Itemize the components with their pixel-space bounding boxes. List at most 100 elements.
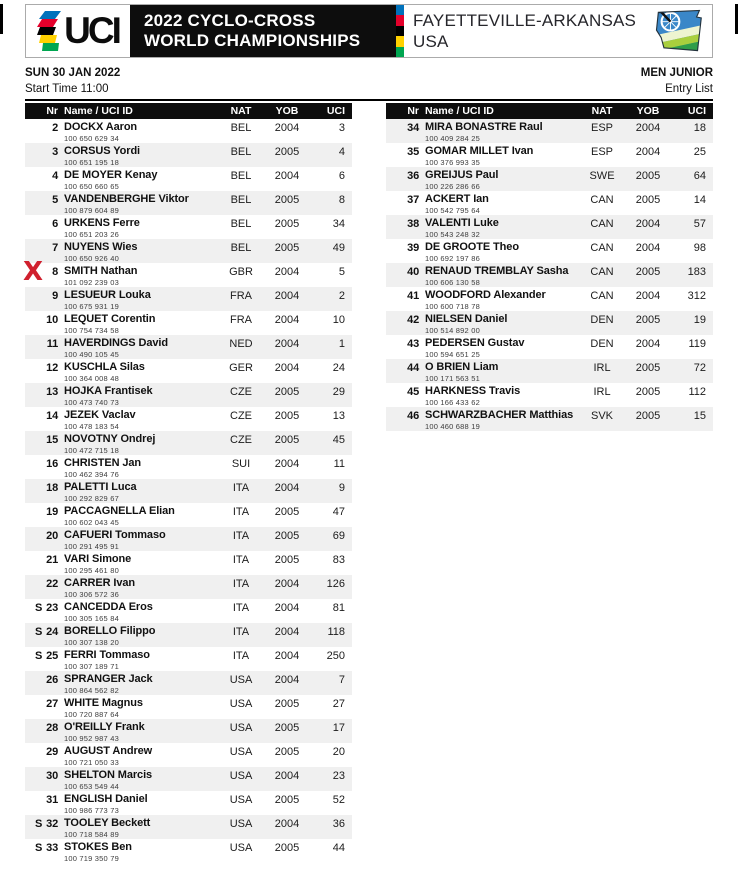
rider-number: 46 [407, 410, 419, 422]
divider-rule [25, 99, 713, 101]
rider-uci-id: 100 594 651 25 [425, 350, 480, 359]
table-row: S 25 FERRI Tommaso 100 307 189 71 ITA 200… [25, 647, 352, 672]
rider-name-cell: LESUEUR Louka 100 675 931 19 [58, 287, 218, 312]
rider-year-of-birth: 2004 [635, 242, 661, 254]
rider-name-cell: O BRIEN Liam 100 171 563 51 [419, 359, 579, 384]
rider-name-cell: PALETTI Luca 100 292 829 67 [58, 479, 218, 504]
rider-number: 4 [52, 170, 58, 182]
rider-uci-rank: 312 [687, 290, 706, 302]
table-row: 5 VANDENBERGHE Viktor 100 879 604 89 BEL… [25, 191, 352, 215]
rider-name-cell: STOKES Ben 100 719 350 79 [58, 839, 218, 864]
rider-uci-id: 100 650 660 65 [64, 182, 119, 191]
rider-uci-rank: 183 [687, 266, 706, 278]
rider-uci-id: 100 490 105 45 [64, 350, 119, 359]
rider-number-cell: 31 [25, 791, 58, 815]
rider-year-of-birth: 2004 [274, 458, 300, 470]
rider-name: LESUEUR Louka [64, 289, 151, 301]
strip-green [396, 46, 404, 58]
rider-number-cell: S 24 [25, 623, 58, 647]
rider-name-cell: MIRA BONASTRE Raul 100 409 284 25 [419, 119, 579, 144]
rider-name-cell: DE MOYER Kenay 100 650 660 65 [58, 167, 218, 192]
rider-number: 11 [46, 338, 58, 350]
rider-number-cell: 38 [386, 215, 419, 239]
table-row: S 32 TOOLEY Beckett 100 718 584 89 USA 20… [25, 815, 352, 839]
rider-nationality: USA [229, 746, 253, 758]
rider-uci-rank: 25 [693, 146, 706, 158]
table-header-right: Nr Name / UCI ID NAT YOB UCI [386, 103, 713, 119]
strip-blue [396, 5, 404, 16]
rider-number-cell: 10 [25, 311, 58, 335]
table-row: 26 SPRANGER Jack 100 864 562 82 USA 2004… [25, 671, 352, 695]
rider-name-cell: WOODFORD Alexander 100 600 718 78 [419, 287, 579, 312]
rider-name: O BRIEN Liam [425, 361, 499, 373]
table-row: 34 MIRA BONASTRE Raul 100 409 284 25 ESP… [386, 119, 713, 143]
rider-nationality: ITA [232, 578, 250, 590]
rider-name-cell: GOMAR MILLET Ivan 100 376 993 35 [419, 143, 579, 168]
rider-uci-rank: 44 [332, 842, 345, 854]
rider-name: VALENTI Luke [425, 217, 499, 229]
rider-name-cell: HOJKA Frantisek 100 473 740 73 [58, 383, 218, 408]
rider-number: 35 [407, 146, 419, 158]
rider-uci-rank: 4 [338, 146, 345, 158]
rider-nationality: USA [229, 794, 253, 806]
rider-number: 34 [407, 122, 419, 134]
table-body-left: 2 DOCKX Aaron 100 650 629 34 BEL 2004 3 … [23, 119, 352, 864]
rider-number-cell: 42 [386, 311, 419, 335]
rider-nationality: FRA [230, 290, 252, 302]
rider-name: VANDENBERGHE Viktor [64, 193, 189, 205]
rider-year-of-birth: 2005 [274, 218, 300, 230]
rider-year-of-birth: 2004 [635, 290, 661, 302]
rider-number: 15 [46, 434, 58, 446]
rider-name-cell: NOVOTNY Ondrej 100 472 715 18 [58, 431, 218, 456]
rider-number: 43 [407, 338, 419, 350]
col-header-nr: Nr [46, 105, 58, 117]
rider-year-of-birth: 2005 [274, 530, 300, 542]
rider-nationality: ITA [232, 482, 250, 494]
table-row: 2 DOCKX Aaron 100 650 629 34 BEL 2004 3 [25, 119, 352, 144]
rider-uci-id: 100 166 433 62 [425, 398, 480, 407]
rider-year-of-birth: 2004 [274, 770, 300, 782]
rider-nationality: BEL [230, 122, 252, 134]
table-row: 38 VALENTI Luke 100 543 248 32 CAN 2004 … [386, 215, 713, 239]
rider-number-cell: 37 [386, 191, 419, 215]
rider-number-cell: 5 [25, 191, 58, 215]
rider-number-cell: 8 [25, 263, 58, 287]
rider-number-cell: 44 [386, 359, 419, 383]
rider-year-of-birth: 2005 [274, 842, 300, 854]
rider-name-cell: O'REILLY Frank 100 952 987 43 [58, 719, 218, 744]
rider-name-cell: CHRISTEN Jan 100 462 394 76 [58, 455, 218, 480]
rider-number-cell: 40 [386, 263, 419, 287]
rider-number-cell: 6 [25, 215, 58, 239]
rider-year-of-birth: 2005 [635, 314, 661, 326]
rider-name: CHRISTEN Jan [64, 457, 142, 469]
rider-year-of-birth: 2005 [274, 386, 300, 398]
rider-uci-rank: 119 [688, 338, 706, 350]
table-row: 11 HAVERDINGS David 100 490 105 45 NED 2… [25, 335, 352, 359]
rider-year-of-birth: 2004 [274, 362, 300, 374]
rider-number: 2 [52, 122, 58, 134]
table-row: 21 VARI Simone 100 295 461 80 ITA 2005 8… [25, 551, 352, 576]
rider-name: PEDERSEN Gustav [425, 337, 525, 349]
rider-uci-rank: 98 [693, 242, 706, 254]
rider-name-cell: CORSUS Yordi 100 651 195 18 [58, 143, 218, 168]
rider-name: DE GROOTE Theo [425, 241, 519, 253]
rider-series-prefix: S [35, 602, 43, 614]
rider-name-cell: ENGLISH Daniel 100 986 773 73 [58, 791, 218, 816]
rider-name-cell: SCHWARZBACHER Matthias 100 460 688 19 [419, 407, 579, 432]
table-row: 29 AUGUST Andrew 100 721 050 33 USA 2005… [25, 743, 352, 768]
rider-name-cell: CARRER Ivan 100 306 572 36 [58, 575, 218, 600]
rider-year-of-birth: 2005 [274, 554, 300, 566]
rider-name: URKENS Ferre [64, 217, 140, 229]
col-header-uci: UCI [687, 105, 706, 117]
rider-uci-id: 100 602 043 45 [64, 518, 119, 527]
rider-number-cell: 30 [25, 767, 58, 791]
rider-uci-id: 100 305 165 84 [64, 614, 119, 623]
rider-uci-rank: 8 [338, 194, 345, 206]
rider-number: 5 [52, 194, 58, 206]
table-row: 16 CHRISTEN Jan 100 462 394 76 SUI 2004 … [25, 455, 352, 480]
rider-uci-rank: 250 [326, 650, 345, 662]
table-row: 13 HOJKA Frantisek 100 473 740 73 CZE 20… [25, 383, 352, 407]
rider-uci-rank: 1 [338, 338, 345, 350]
rider-nationality: USA [229, 674, 253, 686]
rider-year-of-birth: 2005 [635, 194, 661, 206]
